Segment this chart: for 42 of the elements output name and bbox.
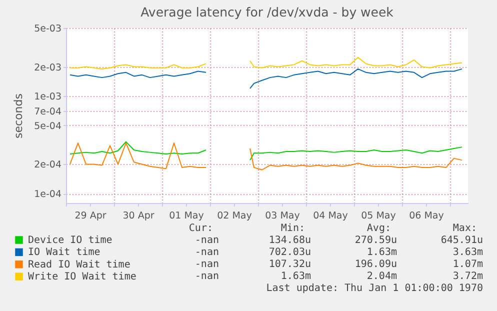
y-tick-label: 2e-03: [34, 62, 62, 74]
y-axis-title: seconds: [12, 93, 26, 138]
text: 2.04m: [366, 271, 397, 282]
text: 196.09u: [354, 259, 397, 270]
legend-label: Device IO time: [28, 235, 112, 246]
legend-label: Read IO Wait time: [28, 259, 130, 270]
text: 1.63m: [366, 247, 397, 258]
text: 1.07m: [452, 259, 483, 270]
text: 270.59u: [354, 235, 397, 246]
legend-label: IO Wait time: [28, 247, 100, 258]
y-tick-label: 5e-04: [34, 120, 62, 132]
text: -nan: [194, 235, 219, 246]
y-tick-label: 5e-03: [34, 24, 62, 34]
text: 107.32u: [268, 259, 311, 270]
text: -nan: [194, 259, 219, 270]
y-tick-label: 1e-03: [34, 92, 62, 103]
text: 1.63m: [280, 271, 311, 282]
x-tick-label: 01 May: [169, 210, 204, 222]
x-tick-label: 29 Apr: [74, 210, 106, 222]
x-tick-label: 03 May: [265, 210, 300, 222]
text: Min:: [280, 223, 305, 234]
x-tick-label: 05 May: [361, 210, 396, 222]
y-tick-label: 1e-04: [34, 189, 62, 200]
x-tick-label: 06 May: [409, 210, 444, 222]
y-tick-label: 7e-04: [34, 106, 62, 118]
x-tick-label: 04 May: [313, 210, 348, 222]
text: Max:: [452, 223, 477, 234]
text: 134.68u: [268, 235, 311, 246]
text: Avg:: [366, 223, 391, 234]
text: Last update: Thu Jan 1 01:00:00 1970: [266, 283, 483, 294]
legend-label: Write IO Wait time: [28, 272, 136, 283]
x-tick-label: 02 May: [217, 210, 252, 222]
text: Cur:: [188, 223, 213, 234]
y-tick-label: 2e-04: [34, 160, 62, 171]
text: 645.91u: [440, 235, 483, 246]
x-tick-label: 30 Apr: [122, 210, 154, 222]
text: -nan: [194, 247, 219, 258]
text: -nan: [194, 271, 219, 282]
text: 3.63m: [452, 247, 483, 258]
text: 702.03u: [268, 247, 311, 258]
text: 3.72m: [452, 271, 483, 282]
chart-title: Average latency for /dev/xvda - by week: [140, 4, 394, 20]
